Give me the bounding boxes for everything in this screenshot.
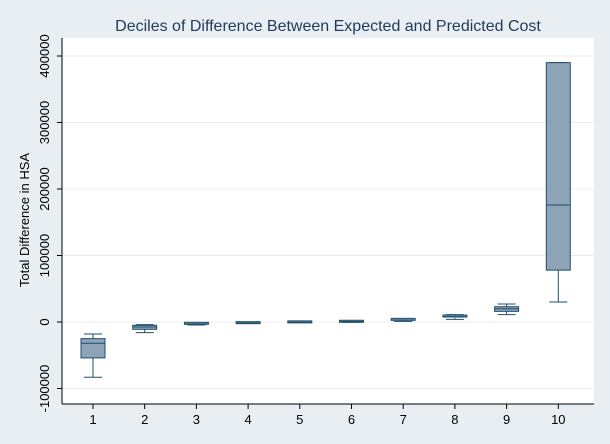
- box-decile-2: [132, 324, 158, 334]
- box-decile-9: [494, 303, 520, 316]
- box-decile-4: [235, 321, 261, 325]
- x-tick-label: 7: [400, 412, 407, 427]
- x-tick-label: 4: [244, 412, 251, 427]
- y-tick-label: 200000: [37, 167, 52, 210]
- y-tick-label: 300000: [37, 101, 52, 144]
- box-decile-1: [80, 333, 106, 378]
- box-decile-5: [287, 320, 313, 324]
- y-tick-label: -100000: [37, 365, 52, 413]
- y-tick-label: 100000: [37, 234, 52, 277]
- grid-lines: [62, 55, 594, 389]
- chart-title: Deciles of Difference Between Expected a…: [115, 18, 541, 35]
- axes: -100000 0 100000 200000 300000 400000 1 2 3 4 5 6 7 8…: [37, 34, 594, 427]
- box-decile-10: [545, 62, 571, 303]
- x-tick-label: 6: [348, 412, 355, 427]
- box-decile-7: [390, 317, 416, 322]
- x-tick-label: 2: [141, 412, 148, 427]
- y-tick-label: 400000: [37, 34, 52, 77]
- box-decile-6: [339, 319, 364, 323]
- x-tick-label: 3: [193, 412, 200, 427]
- x-tick-label: 8: [451, 412, 458, 427]
- iqr-box: [80, 338, 106, 359]
- x-tick-label: 9: [503, 412, 510, 427]
- x-tick-label: 10: [551, 412, 565, 427]
- x-tick-label: 5: [296, 412, 303, 427]
- y-tick-label: 0: [37, 318, 52, 325]
- box-decile-3: [183, 321, 209, 326]
- iqr-box: [545, 62, 571, 271]
- y-axis-title: Total Difference in HSA: [17, 153, 32, 287]
- box-series: [80, 62, 571, 378]
- plot-area: [62, 38, 594, 404]
- box-decile-8: [442, 314, 468, 320]
- x-tick-label: 1: [89, 412, 96, 427]
